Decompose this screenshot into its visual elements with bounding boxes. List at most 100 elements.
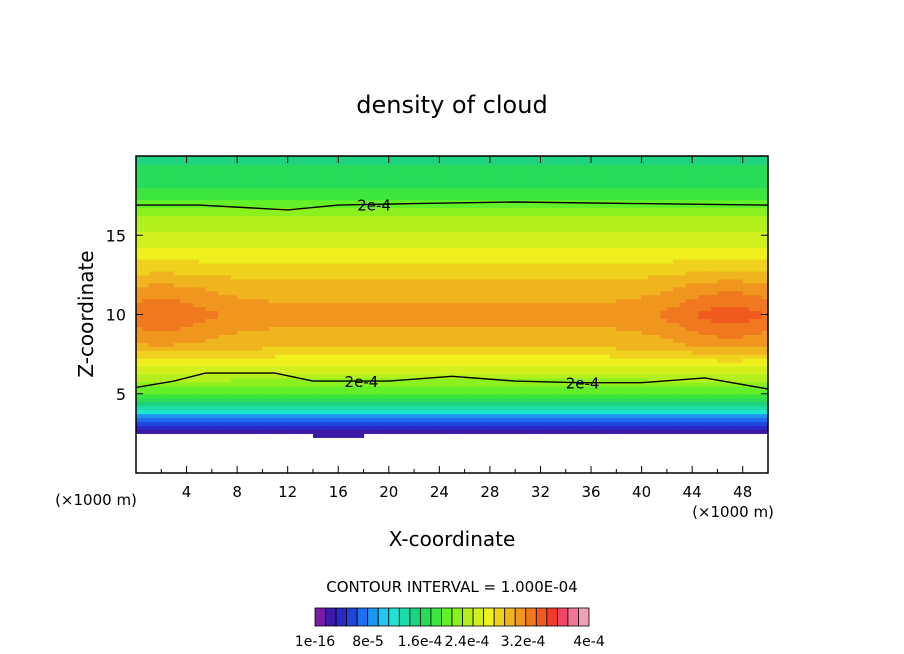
- field-cell: [218, 195, 226, 201]
- field-cell: [527, 409, 535, 415]
- field-cell: [154, 294, 162, 300]
- field-cell: [363, 231, 371, 236]
- field-cell: [363, 211, 371, 217]
- field-cell: [508, 282, 516, 288]
- field-cell: [382, 334, 390, 339]
- field-cell: [439, 302, 447, 308]
- field-cell: [433, 227, 440, 232]
- field-cell: [395, 251, 403, 256]
- field-cell: [173, 385, 181, 391]
- field-cell: [452, 409, 459, 415]
- field-cell: [357, 389, 365, 395]
- field-cell: [470, 259, 478, 264]
- field-cell: [142, 167, 150, 173]
- field-cell: [369, 322, 377, 327]
- field-cell: [344, 223, 352, 228]
- field-cell: [445, 334, 453, 339]
- field-cell: [464, 381, 472, 387]
- field-cell: [559, 385, 567, 391]
- field-cell: [256, 358, 263, 363]
- field-cell: [294, 302, 301, 308]
- field-cell: [186, 187, 194, 193]
- field-cell: [439, 278, 447, 284]
- field-cell: [540, 282, 548, 288]
- field-cell: [420, 413, 428, 419]
- field-cell: [496, 270, 504, 276]
- field-cell: [388, 156, 396, 161]
- field-cell: [458, 377, 466, 383]
- field-cell: [199, 425, 207, 431]
- field-cell: [382, 215, 390, 220]
- field-cell: [477, 306, 485, 312]
- field-cell: [464, 302, 472, 308]
- field-cell: [294, 417, 301, 423]
- field-cell: [331, 211, 339, 217]
- field-cell: [180, 377, 188, 383]
- field-cell: [218, 207, 226, 213]
- field-cell: [142, 362, 150, 367]
- field-cell: [275, 259, 282, 264]
- field-cell: [470, 373, 478, 379]
- field-cell: [407, 397, 415, 403]
- field-cell: [458, 286, 466, 292]
- field-cell: [325, 385, 333, 391]
- field-cell: [136, 381, 143, 387]
- field-cell: [508, 274, 516, 280]
- field-cell: [287, 326, 295, 331]
- field-cell: [344, 191, 352, 197]
- field-cell: [464, 377, 472, 383]
- field-cell: [540, 223, 548, 228]
- field-cell: [439, 187, 447, 193]
- field-cell: [426, 381, 434, 387]
- field-cell: [218, 298, 226, 304]
- field-cell: [515, 251, 523, 256]
- field-cell: [211, 326, 219, 331]
- field-cell: [154, 369, 162, 375]
- field-cell: [148, 405, 156, 411]
- field-cell: [300, 354, 308, 359]
- field-cell: [470, 294, 478, 300]
- field-cell: [382, 255, 390, 260]
- field-cell: [553, 377, 561, 383]
- field-cell: [306, 405, 314, 411]
- field-cell: [578, 298, 586, 304]
- field-cell: [382, 223, 390, 228]
- field-cell: [154, 270, 162, 276]
- field-cell: [294, 171, 301, 177]
- field-cell: [540, 286, 548, 292]
- field-cell: [401, 302, 409, 308]
- field-cell: [477, 227, 485, 232]
- field-cell: [420, 294, 428, 300]
- field-cell: [395, 278, 403, 284]
- field-cell: [489, 207, 497, 213]
- field-cell: [388, 187, 396, 193]
- field-cell: [211, 262, 219, 268]
- field-cell: [205, 167, 213, 173]
- field-cell: [553, 270, 561, 276]
- field-cell: [344, 163, 352, 169]
- field-cell: [136, 191, 143, 197]
- field-cell: [502, 171, 510, 177]
- field-cell: [275, 366, 282, 371]
- field-cell: [477, 207, 485, 213]
- field-cell: [433, 310, 440, 316]
- field-cell: [496, 195, 504, 201]
- field-cell: [395, 282, 403, 288]
- field-cell: [489, 393, 497, 399]
- field-cell: [527, 191, 535, 197]
- field-cell: [401, 429, 409, 434]
- field-cell: [325, 187, 333, 193]
- field-cell: [489, 385, 497, 391]
- field-cell: [553, 227, 561, 232]
- field-cell: [445, 255, 453, 260]
- field-cell: [540, 187, 548, 193]
- field-cell: [546, 397, 554, 403]
- field-cell: [262, 338, 270, 343]
- field-cell: [433, 385, 440, 391]
- field-cell: [439, 290, 447, 296]
- field-cell: [363, 362, 371, 367]
- field-cell: [262, 195, 270, 201]
- field-cell: [287, 429, 295, 434]
- field-cell: [565, 385, 573, 391]
- field-cell: [148, 294, 156, 300]
